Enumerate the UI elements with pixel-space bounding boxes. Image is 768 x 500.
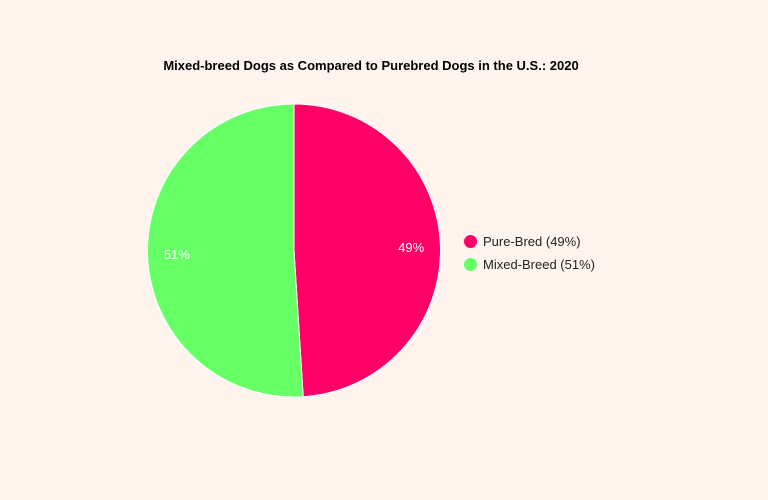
chart-title: Mixed-breed Dogs as Compared to Purebred… [163,58,579,73]
slice-data-label: 51% [164,247,190,262]
legend-label: Pure-Bred (49%) [483,234,581,249]
legend-label: Mixed-Breed (51%) [483,257,595,272]
legend-item-pure-bred[interactable]: Pure-Bred (49%) [464,230,595,253]
slice-data-label: 49% [398,240,424,255]
pie-slice[interactable] [147,103,304,398]
legend-item-mixed-breed[interactable]: Mixed-Breed (51%) [464,253,595,276]
legend-swatch [464,235,477,248]
legend: Pure-Bred (49%) Mixed-Breed (51%) [464,230,595,276]
pie-slice[interactable] [293,103,442,398]
legend-swatch [464,258,477,271]
